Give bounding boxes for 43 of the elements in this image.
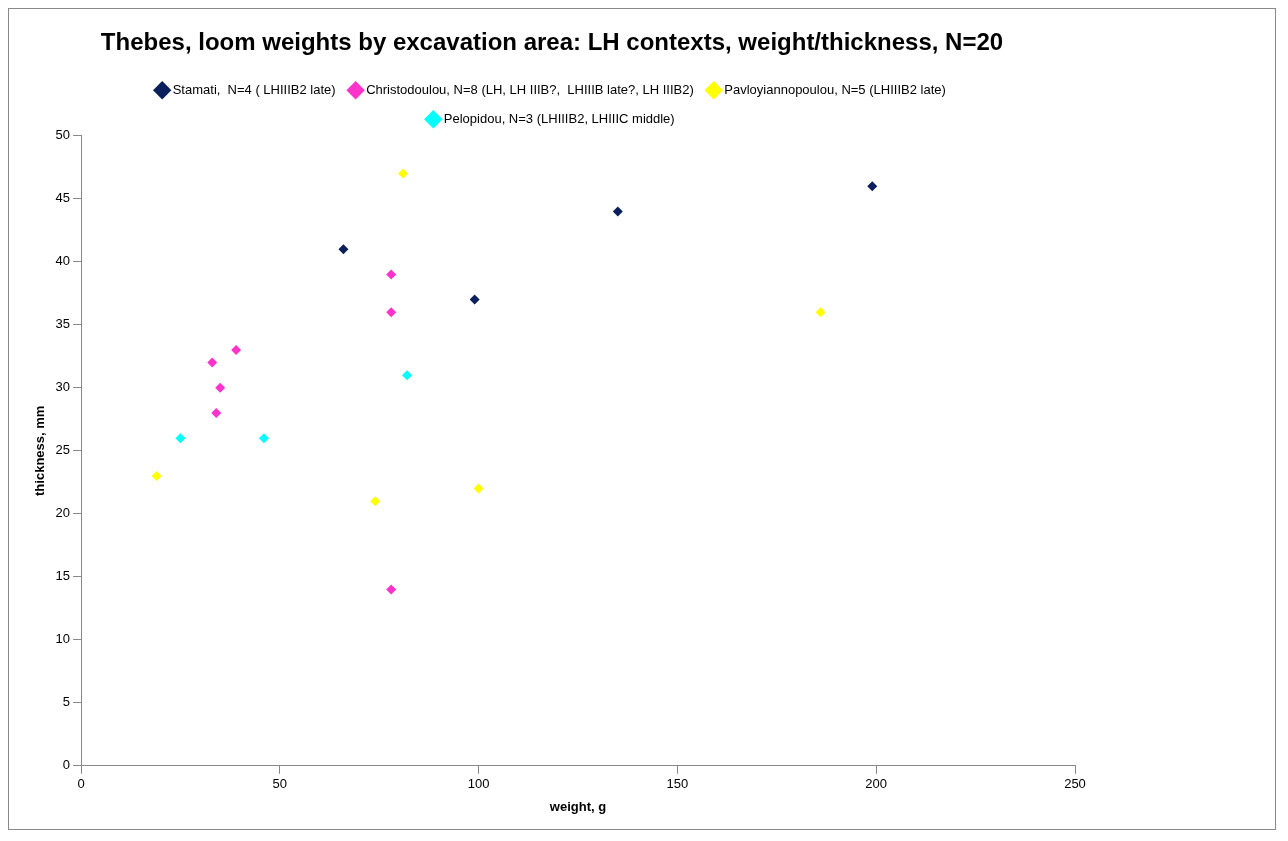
x-tick-label: 150 [666,776,689,792]
legend-label: Stamati, N=4 ( LHIIIB2 late) [172,81,336,97]
point [386,584,397,595]
x-tick-label: 100 [467,776,490,792]
point [211,408,222,418]
y-tick-label: 35 [55,316,71,332]
legend-label: Pavloyiannopoulou, N=5 (LHIIIB2 late) [724,81,946,97]
point [398,168,409,179]
x-tick-label: 200 [865,776,888,792]
y-tick-label: 15 [55,568,71,584]
point [215,382,226,393]
point [473,483,484,494]
point [402,370,413,381]
y-tick-label: 5 [62,694,71,710]
y-tick-label: 0 [62,757,71,773]
point [338,244,349,255]
point [258,433,269,444]
y-tick-label: 25 [55,442,71,458]
y-tick-label: 40 [55,253,71,269]
y-tick-label: 10 [55,631,71,647]
x-tick-label: 50 [272,776,288,792]
chart-title: Thebes, loom weights by excavation area: LH contexts, weight/thickness, N=20 [100,28,1004,56]
point [386,269,397,280]
y-tick-label: 50 [55,127,71,143]
x-tick-label: 0 [77,776,85,792]
point [469,294,480,305]
legend-label: Christodoulou, N=8 (LH, LH IIIB?, LHIIIB late?, LH IIIB2) [366,81,694,97]
x-tick-label: 250 [1064,776,1086,792]
point [207,357,218,368]
y-tick-label: 45 [55,190,71,206]
point [370,496,381,507]
point [386,307,397,318]
y-tick-label: 30 [55,379,71,395]
point [867,181,878,192]
point [612,206,623,217]
point [815,307,826,318]
point [175,433,186,444]
point [151,471,162,481]
x-axis-title: weight, g [548,798,607,814]
point [231,345,242,355]
y-axis-title: thickness, mm [32,405,48,496]
y-tick-label: 20 [55,505,71,521]
legend-label: Pelopidou, N=3 (LHIIIB2, LHIIIC middle) [443,110,675,126]
